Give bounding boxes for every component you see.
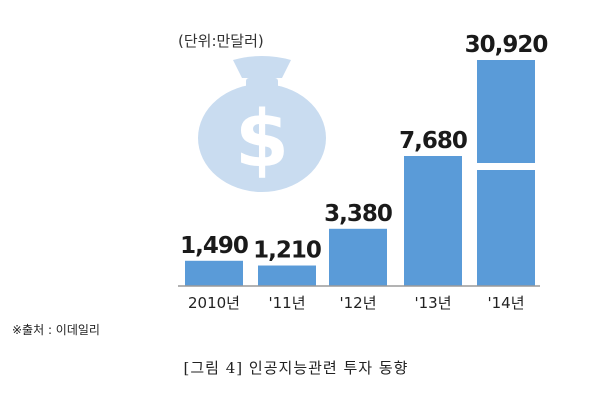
value-label: 1,210: [253, 238, 321, 264]
source-note: ※출처 : 이데일리: [12, 323, 100, 337]
value-label: 3,380: [324, 201, 392, 227]
money-bag-dollar-icon: $: [198, 56, 326, 192]
bar: [329, 228, 387, 286]
bar: [477, 60, 535, 286]
axis-break: [476, 163, 536, 170]
unit-label: (단위:만달러): [178, 32, 264, 50]
bar: [185, 260, 243, 286]
x-tick-label: '14년: [487, 294, 524, 312]
x-tick-label: '12년: [339, 294, 376, 312]
x-tick-label: 2010년: [188, 294, 240, 312]
bar: [404, 156, 462, 286]
x-tick-label: '13년: [414, 294, 451, 312]
svg-text:$: $: [235, 95, 289, 185]
value-label: 1,490: [180, 233, 248, 259]
bars: [185, 60, 536, 286]
value-label: 30,920: [465, 32, 548, 58]
figure-caption: [그림 4] 인공지능관련 투자 동향: [183, 359, 409, 377]
value-label: 7,680: [399, 128, 467, 154]
x-tick-labels: 2010년 '11년 '12년 '13년 '14년: [188, 294, 525, 312]
x-tick-label: '11년: [268, 294, 305, 312]
bar: [258, 265, 316, 286]
